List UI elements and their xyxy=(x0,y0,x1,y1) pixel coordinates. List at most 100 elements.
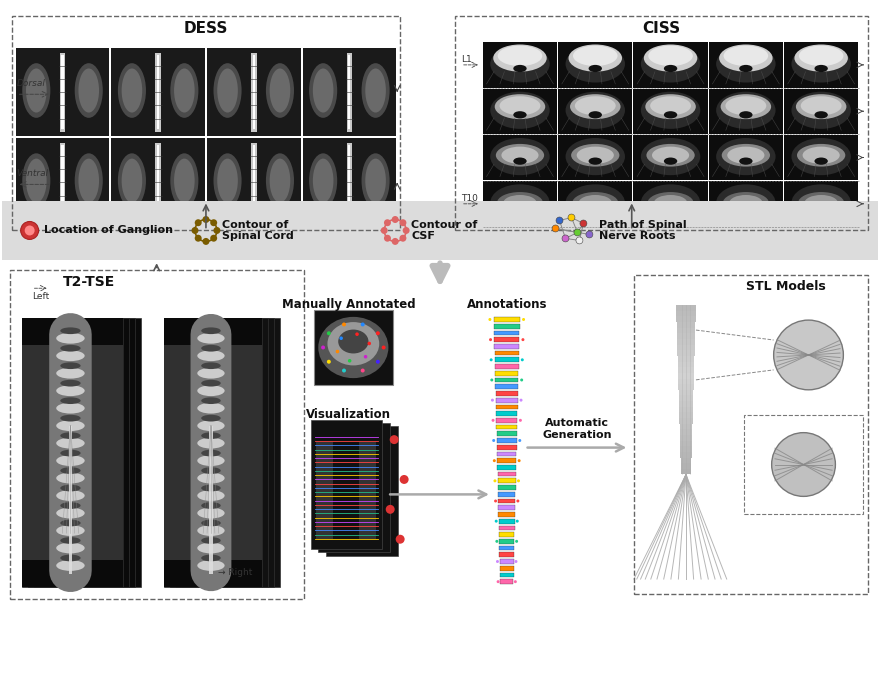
Ellipse shape xyxy=(719,44,773,72)
Bar xyxy=(634,275,869,594)
Circle shape xyxy=(376,359,380,364)
Bar xyxy=(708,135,783,180)
Ellipse shape xyxy=(644,44,697,72)
Ellipse shape xyxy=(513,111,526,119)
Ellipse shape xyxy=(202,467,221,474)
Ellipse shape xyxy=(568,44,622,72)
Circle shape xyxy=(376,331,380,335)
Ellipse shape xyxy=(214,153,242,208)
Ellipse shape xyxy=(722,144,770,166)
Bar xyxy=(677,322,695,328)
Circle shape xyxy=(518,439,521,442)
Circle shape xyxy=(210,235,217,242)
Ellipse shape xyxy=(56,437,84,448)
Bar xyxy=(496,411,517,416)
Bar xyxy=(494,317,520,322)
Bar xyxy=(483,88,557,134)
Ellipse shape xyxy=(493,44,546,72)
Ellipse shape xyxy=(202,362,221,369)
Ellipse shape xyxy=(801,96,841,115)
Ellipse shape xyxy=(22,153,50,208)
Bar xyxy=(494,324,519,328)
Bar xyxy=(496,424,517,429)
Ellipse shape xyxy=(589,204,602,211)
Circle shape xyxy=(488,318,491,321)
Circle shape xyxy=(556,217,563,224)
Bar xyxy=(634,181,708,226)
Bar xyxy=(744,415,863,514)
Bar xyxy=(495,398,517,402)
Ellipse shape xyxy=(795,44,848,72)
Circle shape xyxy=(580,220,587,227)
Ellipse shape xyxy=(61,362,81,369)
Circle shape xyxy=(494,480,496,482)
Bar xyxy=(500,553,514,557)
Circle shape xyxy=(194,235,202,242)
Circle shape xyxy=(361,322,364,326)
Text: T2-TSE: T2-TSE xyxy=(63,275,115,289)
Circle shape xyxy=(491,399,494,402)
Ellipse shape xyxy=(490,46,550,83)
Bar xyxy=(62,146,63,219)
Circle shape xyxy=(382,346,385,349)
Ellipse shape xyxy=(791,138,851,175)
Circle shape xyxy=(519,399,523,402)
Bar xyxy=(499,519,515,524)
Bar xyxy=(676,310,696,317)
Circle shape xyxy=(520,379,524,382)
Bar xyxy=(40,318,141,587)
Ellipse shape xyxy=(269,68,290,112)
Circle shape xyxy=(400,235,407,242)
Ellipse shape xyxy=(78,159,99,203)
Circle shape xyxy=(515,540,518,543)
Ellipse shape xyxy=(716,138,775,175)
Circle shape xyxy=(552,225,559,232)
Ellipse shape xyxy=(56,385,84,396)
Ellipse shape xyxy=(513,204,526,211)
Ellipse shape xyxy=(815,111,828,119)
Ellipse shape xyxy=(202,502,221,509)
Ellipse shape xyxy=(797,144,846,166)
Ellipse shape xyxy=(815,65,828,72)
Bar xyxy=(500,580,513,584)
Bar xyxy=(498,478,516,483)
Circle shape xyxy=(521,358,524,362)
Ellipse shape xyxy=(799,46,843,66)
Ellipse shape xyxy=(61,484,81,491)
Bar xyxy=(170,318,268,587)
Ellipse shape xyxy=(118,153,146,208)
Bar xyxy=(558,88,633,134)
Ellipse shape xyxy=(61,467,81,474)
Ellipse shape xyxy=(197,420,224,431)
Ellipse shape xyxy=(804,195,838,211)
Ellipse shape xyxy=(796,95,847,119)
Bar xyxy=(16,48,109,137)
Ellipse shape xyxy=(197,333,224,344)
Circle shape xyxy=(384,219,391,226)
Bar xyxy=(11,17,400,230)
Bar xyxy=(157,146,159,219)
Circle shape xyxy=(400,475,408,484)
Circle shape xyxy=(396,535,405,544)
Bar xyxy=(348,55,350,129)
Bar xyxy=(228,345,261,560)
Ellipse shape xyxy=(309,153,337,208)
Circle shape xyxy=(515,560,517,563)
Ellipse shape xyxy=(648,192,693,214)
Circle shape xyxy=(21,221,39,239)
Bar xyxy=(679,429,693,435)
Circle shape xyxy=(517,459,521,462)
Ellipse shape xyxy=(26,68,47,112)
Circle shape xyxy=(214,227,220,234)
Text: Dorsal: Dorsal xyxy=(17,79,46,88)
Ellipse shape xyxy=(566,184,625,221)
Bar xyxy=(60,143,65,222)
Circle shape xyxy=(342,368,346,373)
Circle shape xyxy=(517,500,519,502)
Text: Contour of
Spinal Cord: Contour of Spinal Cord xyxy=(222,219,294,242)
Ellipse shape xyxy=(202,432,221,439)
Bar xyxy=(10,270,304,599)
Ellipse shape xyxy=(214,63,242,118)
Ellipse shape xyxy=(26,159,47,203)
Circle shape xyxy=(194,219,202,226)
